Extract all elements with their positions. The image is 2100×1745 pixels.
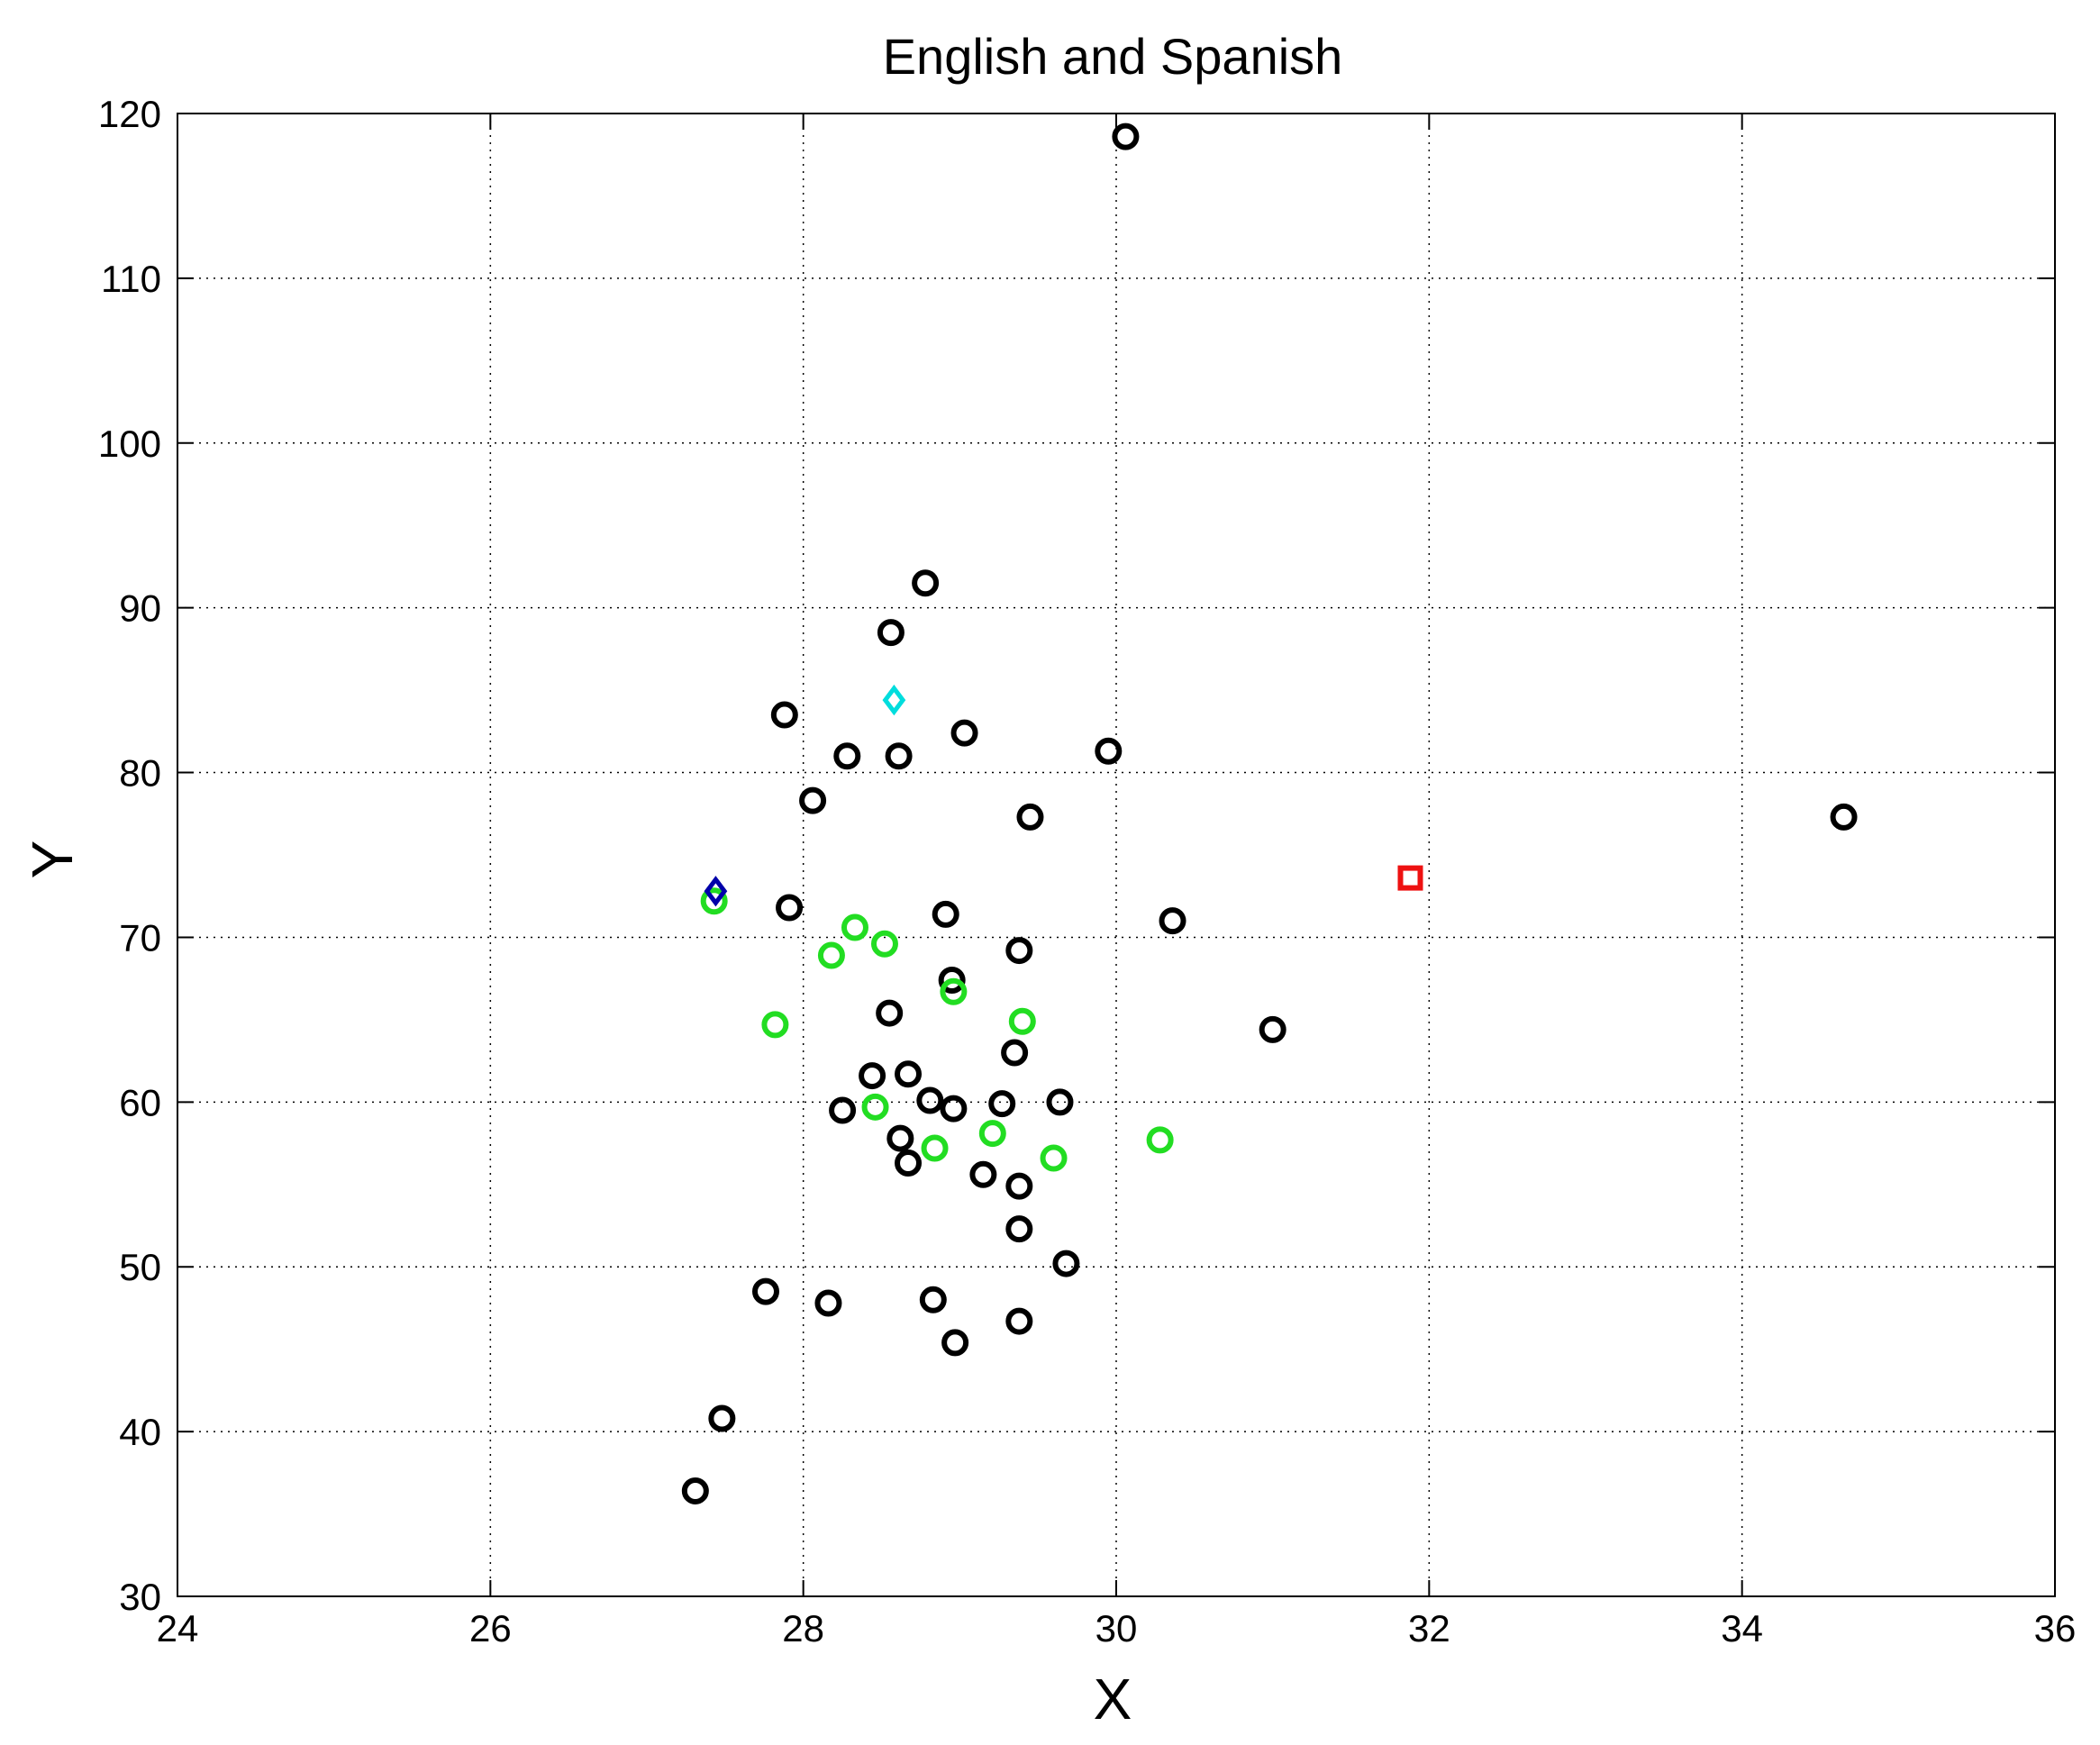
x-tick-label: 24 bbox=[157, 1607, 199, 1650]
data-point bbox=[885, 742, 913, 770]
data-point bbox=[859, 1062, 886, 1090]
data-point bbox=[877, 619, 905, 647]
x-tick-label: 36 bbox=[2034, 1607, 2077, 1650]
y-tick-label: 40 bbox=[119, 1411, 161, 1453]
y-tick-label: 90 bbox=[119, 587, 161, 630]
data-point bbox=[1005, 937, 1033, 965]
data-point bbox=[916, 1086, 944, 1114]
x-tick-label: 30 bbox=[1095, 1607, 1138, 1650]
data-point bbox=[876, 999, 904, 1027]
data-point bbox=[1040, 1144, 1068, 1172]
data-point bbox=[895, 1150, 923, 1177]
data-point bbox=[1052, 1250, 1080, 1277]
data-point bbox=[1112, 123, 1140, 150]
chart-title: English and Spanish bbox=[883, 28, 1343, 85]
data-point bbox=[751, 1277, 779, 1305]
y-tick-label: 100 bbox=[98, 423, 161, 465]
data-point bbox=[1001, 1039, 1029, 1067]
data-point bbox=[921, 1134, 949, 1162]
data-point bbox=[1146, 1126, 1174, 1154]
data-point bbox=[969, 1160, 997, 1188]
data-point bbox=[941, 1329, 969, 1357]
y-tick-label: 60 bbox=[119, 1081, 161, 1123]
data-point bbox=[708, 1404, 736, 1432]
tick-labels: 24 26 28 30 32 34 36 30 40 50 60 70 80 90 100 110 120 bbox=[98, 93, 2076, 1650]
y-tick-label: 120 bbox=[98, 93, 161, 135]
data-point bbox=[1016, 803, 1044, 831]
data-point bbox=[938, 966, 966, 994]
y-axis-label: Y bbox=[20, 841, 85, 879]
x-axis-label: X bbox=[1094, 1667, 1132, 1731]
data-point bbox=[799, 786, 827, 814]
data-point bbox=[1159, 907, 1186, 935]
data-point bbox=[932, 900, 959, 928]
axis-ticks bbox=[177, 113, 2056, 1597]
data-point bbox=[919, 1286, 947, 1313]
data-point bbox=[770, 701, 798, 729]
data-point bbox=[833, 742, 861, 770]
data-point bbox=[1005, 1172, 1033, 1200]
y-tick-label: 80 bbox=[119, 752, 161, 795]
y-tick-label: 30 bbox=[119, 1576, 161, 1618]
data-point bbox=[978, 1120, 1006, 1148]
y-tick-label: 50 bbox=[119, 1246, 161, 1288]
data-point bbox=[776, 894, 804, 922]
data-point bbox=[1095, 737, 1123, 765]
data-point bbox=[1008, 1007, 1036, 1035]
data-point bbox=[988, 1090, 1016, 1118]
data-point bbox=[940, 977, 968, 1005]
data-point bbox=[861, 1093, 889, 1121]
data-points bbox=[681, 123, 1858, 1504]
data-point bbox=[1830, 803, 1858, 831]
data-point bbox=[814, 1289, 842, 1317]
data-point bbox=[704, 876, 728, 907]
data-point bbox=[950, 719, 978, 747]
y-tick-label: 110 bbox=[101, 258, 161, 300]
data-point bbox=[817, 941, 845, 969]
data-point bbox=[895, 1060, 923, 1088]
data-point bbox=[761, 1011, 789, 1039]
data-point bbox=[940, 1095, 968, 1122]
data-point bbox=[700, 887, 728, 915]
data-point bbox=[1005, 1215, 1033, 1243]
data-point bbox=[1397, 865, 1423, 891]
data-point bbox=[912, 569, 940, 597]
data-point bbox=[886, 1124, 914, 1152]
data-point bbox=[681, 1477, 709, 1504]
x-tick-label: 32 bbox=[1408, 1607, 1450, 1650]
x-tick-label: 26 bbox=[469, 1607, 512, 1650]
x-tick-label: 28 bbox=[782, 1607, 824, 1650]
data-point bbox=[1005, 1307, 1033, 1335]
data-point bbox=[1046, 1088, 1074, 1116]
x-tick-label: 34 bbox=[1721, 1607, 1763, 1650]
data-point bbox=[882, 684, 906, 716]
data-point bbox=[841, 913, 868, 941]
data-point bbox=[870, 930, 898, 958]
grid-lines bbox=[177, 114, 2055, 1596]
data-point bbox=[1259, 1015, 1286, 1043]
data-point bbox=[829, 1096, 857, 1124]
y-tick-label: 70 bbox=[119, 916, 161, 959]
